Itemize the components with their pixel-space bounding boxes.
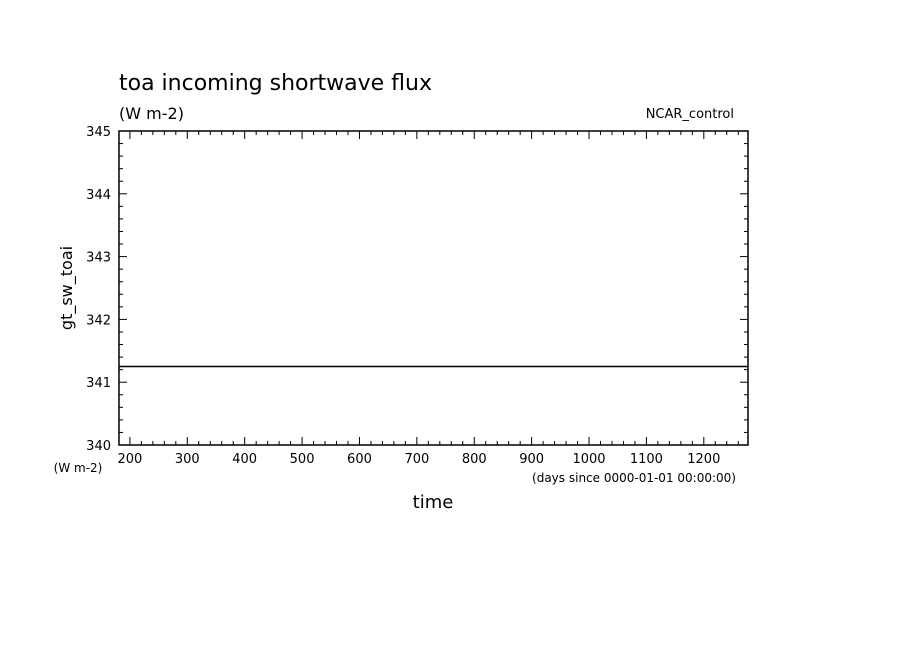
plot-frame <box>118 130 749 446</box>
x-tick-label: 400 <box>232 452 257 467</box>
x-tick-label: 1100 <box>630 452 663 467</box>
x-tick-label: 600 <box>347 452 372 467</box>
y-tick-label: 344 <box>86 188 111 203</box>
chart-title: toa incoming shortwave flux <box>119 71 432 96</box>
x-tick-label: 800 <box>462 452 487 467</box>
y-tick-label: 342 <box>86 313 111 328</box>
y-tick-label: 341 <box>86 376 111 391</box>
y-tick-label: 345 <box>86 125 111 140</box>
chart-subtitle: (W m-2) <box>119 104 184 123</box>
y-tick-label: 343 <box>86 251 111 266</box>
x-tick-label: 1200 <box>687 452 720 467</box>
x-tick-label: 1000 <box>572 452 605 467</box>
y-tick-label: 340 <box>86 439 111 454</box>
y-axis-ticks: 340 341 342 343 344 345 <box>86 125 748 454</box>
y-units-label: (W m-2) <box>54 461 103 475</box>
x-tick-label: 700 <box>404 452 429 467</box>
run-label: NCAR_control <box>646 107 734 122</box>
x-axis-ticks: 200 300 400 500 600 700 800 900 1000 1100 1200 <box>117 131 720 467</box>
x-units-label: (days since 0000-01-01 00:00:00) <box>532 471 736 485</box>
x-tick-label: 900 <box>519 452 544 467</box>
x-tick-label: 500 <box>290 452 315 467</box>
y-axis-label: gt_sw_toai <box>57 246 77 330</box>
x-tick-label: 300 <box>175 452 200 467</box>
x-axis-label: time <box>413 492 454 513</box>
x-tick-label: 200 <box>117 452 142 467</box>
